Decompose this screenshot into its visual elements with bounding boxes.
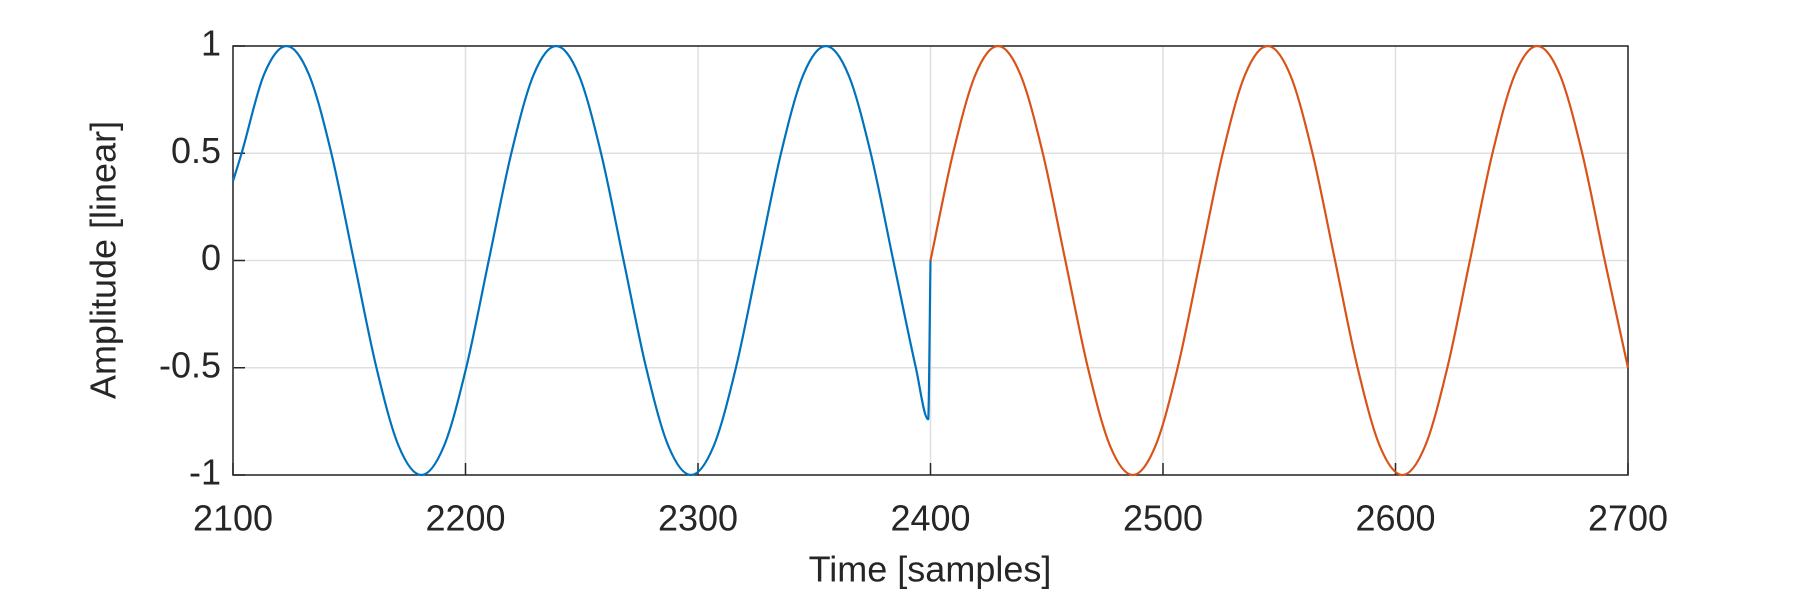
x-tick-label: 2100 xyxy=(193,498,273,539)
series-line xyxy=(929,44,1630,477)
y-tick-label: 0.5 xyxy=(171,130,221,171)
x-tick-label: 2400 xyxy=(890,498,970,539)
axes-frame xyxy=(232,45,1629,476)
x-tick-label: 2700 xyxy=(1588,498,1668,539)
x-tick-label: 2200 xyxy=(425,498,505,539)
x-tick-label: 2600 xyxy=(1355,498,1435,539)
y-tick-label: 1 xyxy=(201,23,221,64)
x-tick-label: 2500 xyxy=(1123,498,1203,539)
y-tick-label: -0.5 xyxy=(159,344,221,385)
y-axis-label: Amplitude [linear] xyxy=(83,121,124,399)
y-tick-label: 0 xyxy=(201,237,221,278)
y-tick-label: -1 xyxy=(189,452,221,493)
series-line xyxy=(231,44,932,477)
x-tick-label: 2300 xyxy=(658,498,738,539)
x-axis-label: Time [samples] xyxy=(809,549,1052,590)
